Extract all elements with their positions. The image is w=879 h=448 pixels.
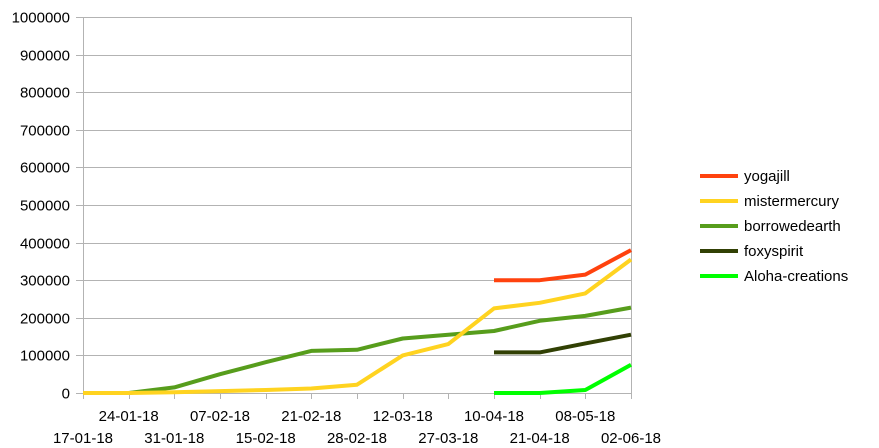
legend: yogajill mistermercury borrowedearth foxysp… — [700, 168, 848, 285]
legend-label: mistermercury — [744, 193, 840, 210]
x-tick-label: 24-01-18 — [99, 408, 159, 425]
y-tick-label: 300000 — [20, 273, 70, 290]
legend-label: borrowedearth — [744, 218, 841, 235]
legend-item: Aloha-creations — [700, 268, 848, 285]
legend-label: Aloha-creations — [744, 268, 848, 285]
x-axis-tick-labels: 17-01-18 24-01-18 31-01-18 07-02-18 15-02-18… — [53, 408, 661, 447]
legend-item: yogajill — [700, 168, 790, 185]
series-lines — [83, 248, 633, 395]
x-tick-label: 08-05-18 — [555, 408, 615, 425]
legend-label: foxyspirit — [744, 243, 804, 260]
series-line-borrowedearth — [128, 305, 632, 395]
x-tick-label: 21-04-18 — [510, 430, 570, 447]
x-tick-label: 28-02-18 — [327, 430, 387, 447]
y-tick-label: 500000 — [20, 198, 70, 215]
series-line-mistermercury — [83, 257, 633, 395]
y-axis-tick-labels: 0 100000 200000 300000 400000 500000 600000 700… — [12, 10, 70, 403]
y-tick-label: 200000 — [20, 311, 70, 328]
x-tick-label: 27-03-18 — [418, 430, 478, 447]
legend-item: foxyspirit — [700, 243, 804, 260]
series-line-foxyspirit — [494, 332, 632, 355]
gridlines — [83, 17, 631, 394]
y-tick-label: 900000 — [20, 48, 70, 65]
y-tick-label: 700000 — [20, 123, 70, 140]
x-tick-label: 17-01-18 — [53, 430, 113, 447]
y-tick-label: 600000 — [20, 160, 70, 177]
x-tick-label: 12-03-18 — [373, 408, 433, 425]
x-tick-label: 10-04-18 — [464, 408, 524, 425]
y-tick-label: 100000 — [20, 348, 70, 365]
x-tick-label: 31-01-18 — [144, 430, 204, 447]
y-tick-label: 800000 — [20, 85, 70, 102]
x-tick-label: 07-02-18 — [190, 408, 250, 425]
legend-item: borrowedearth — [700, 218, 841, 235]
series-line-yogajill — [494, 248, 632, 283]
series-line-aloha-creations — [494, 363, 632, 395]
legend-label: yogajill — [744, 168, 790, 185]
legend-item: mistermercury — [700, 193, 840, 210]
y-tick-label: 0 — [62, 386, 70, 403]
y-tick-label: 1000000 — [12, 10, 70, 27]
x-tick-label: 02-06-18 — [601, 430, 661, 447]
x-tick-label: 21-02-18 — [281, 408, 341, 425]
axes — [76, 17, 632, 399]
y-tick-label: 400000 — [20, 236, 70, 253]
x-tick-label: 15-02-18 — [236, 430, 296, 447]
